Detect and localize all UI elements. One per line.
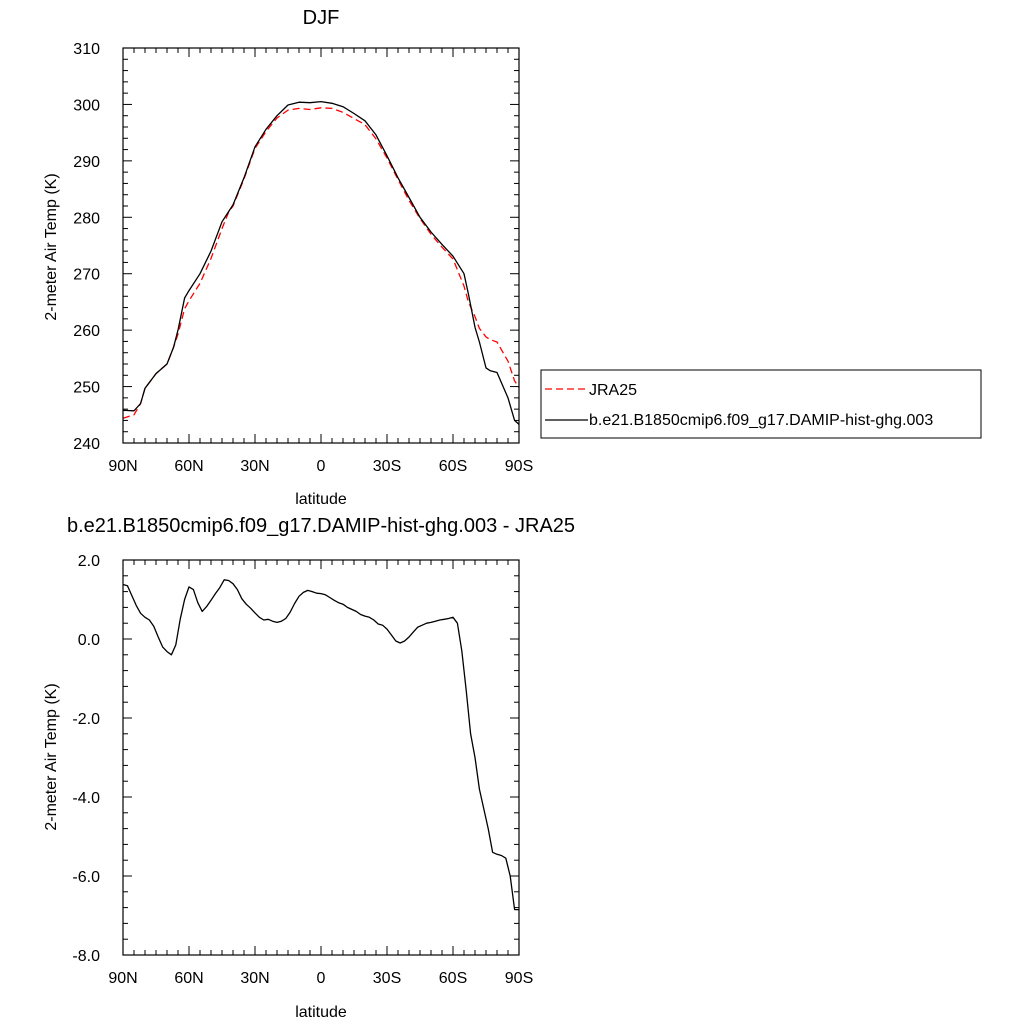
legend-label-jra25: JRA25 xyxy=(589,382,637,399)
y-tick-label: 2.0 xyxy=(78,553,100,570)
x-tick-label: 60N xyxy=(174,458,203,475)
x-tick-label: 60N xyxy=(174,970,203,987)
x-tick-label: 0 xyxy=(317,458,326,475)
series-line-jra25 xyxy=(122,107,520,419)
y-tick-label: -4.0 xyxy=(72,790,100,807)
y-tick-label: 270 xyxy=(73,267,100,284)
temperature-panel: DJF 2-meter Air Temp (K) latitude 90N 60N… xyxy=(43,7,533,508)
y-axis-label: 2-meter Air Temp (K) xyxy=(43,173,60,320)
y-tick-label: 0.0 xyxy=(78,632,100,649)
x-tick-label: 0 xyxy=(317,970,326,987)
legend-box xyxy=(540,369,982,439)
x-tick-label: 30S xyxy=(373,458,401,475)
series-lines xyxy=(122,100,520,425)
y-tick-label: -8.0 xyxy=(72,948,100,965)
y-tick-label: 310 xyxy=(73,41,100,58)
x-axis-label: latitude xyxy=(295,1004,347,1021)
axis-ticks: 90N 60N 30N 0 30S 60S 90S 240 250 260 270 280 290 300… xyxy=(73,41,533,475)
y-tick-label: 250 xyxy=(73,380,100,397)
y-tick-label: -2.0 xyxy=(72,711,100,728)
y-tick-label: 300 xyxy=(73,97,100,114)
y-axis-label: 2-meter Air Temp (K) xyxy=(43,683,60,830)
chart-title: DJF xyxy=(303,7,340,29)
x-tick-label: 90S xyxy=(505,970,533,987)
series-line-difference xyxy=(122,579,519,911)
difference-panel: b.e21.B1850cmip6.f09_g17.DAMIP-hist-ghg.… xyxy=(43,515,575,1021)
x-tick-label: 30S xyxy=(373,970,401,987)
x-tick-label: 30N xyxy=(240,458,269,475)
legend-label-model: b.e21.B1850cmip6.f09_g17.DAMIP-hist-ghg.… xyxy=(589,412,933,429)
x-tick-label: 90S xyxy=(505,458,533,475)
y-tick-label: 280 xyxy=(73,210,100,227)
x-axis-label: latitude xyxy=(295,491,347,508)
x-tick-label: 90N xyxy=(108,458,137,475)
series-line-model xyxy=(122,100,520,425)
axis-ticks: 90N 60N 30N 0 30S 60S 90S -8.0 -6.0 -4.0 -2.0 0.0 2.… xyxy=(72,553,533,987)
series-lines xyxy=(122,579,519,911)
legend: JRA25 b.e21.B1850cmip6.f09_g17.DAMIP-his… xyxy=(540,369,982,439)
x-tick-label: 90N xyxy=(108,970,137,987)
y-tick-label: 260 xyxy=(73,323,100,340)
y-tick-label: -6.0 xyxy=(72,869,100,886)
x-tick-label: 60S xyxy=(439,458,467,475)
plot-frame xyxy=(122,47,520,444)
plot-frame xyxy=(122,559,520,956)
y-tick-label: 290 xyxy=(73,154,100,171)
y-tick-label: 240 xyxy=(73,436,100,453)
x-tick-label: 30N xyxy=(240,970,269,987)
chart-title: b.e21.B1850cmip6.f09_g17.DAMIP-hist-ghg.… xyxy=(67,515,575,537)
x-tick-label: 60S xyxy=(439,970,467,987)
